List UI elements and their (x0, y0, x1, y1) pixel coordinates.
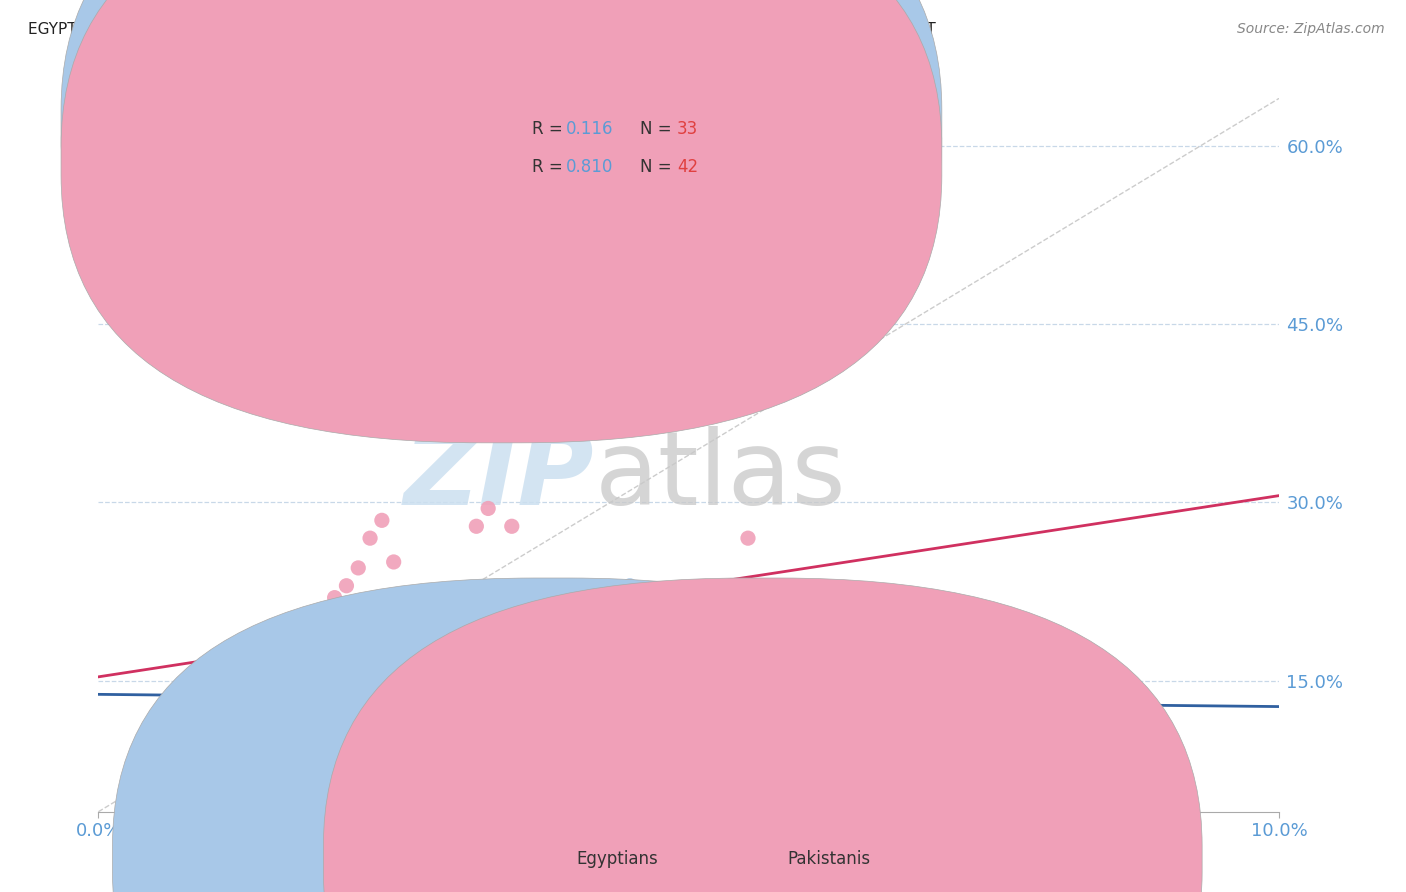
Text: 42: 42 (678, 158, 699, 176)
Text: Egyptians: Egyptians (576, 850, 658, 868)
Point (264, 722, 287, 736)
Point (430, 644, 453, 658)
Point (772, 680, 794, 694)
Point (772, 668, 794, 682)
Text: Source: ZipAtlas.com: Source: ZipAtlas.com (1237, 22, 1385, 37)
Point (157, 775, 180, 789)
Point (820, 733, 842, 747)
Point (501, 519, 523, 533)
Point (501, 638, 523, 652)
Text: R =: R = (533, 120, 568, 138)
Point (465, 698, 488, 712)
Point (181, 745, 204, 759)
Point (560, 591, 582, 605)
Text: ZIP: ZIP (404, 425, 595, 527)
Point (1008, 739, 1031, 754)
Point (1150, 751, 1173, 765)
Point (938, 668, 960, 682)
Point (855, 722, 877, 736)
Text: 0.810: 0.810 (565, 158, 613, 176)
Point (477, 501, 499, 516)
Point (973, 751, 995, 765)
Point (253, 698, 276, 712)
Point (323, 698, 346, 712)
Text: 0.116: 0.116 (565, 120, 613, 138)
Point (619, 365, 641, 379)
Point (288, 668, 311, 682)
Point (240, 709, 263, 723)
Point (796, 686, 818, 700)
Point (796, 680, 818, 694)
Point (382, 555, 405, 569)
Point (536, 383, 558, 397)
Point (406, 668, 429, 682)
Point (264, 680, 287, 694)
Point (678, 401, 700, 415)
Point (583, 258, 606, 272)
Point (146, 751, 169, 765)
Point (465, 519, 488, 533)
Point (299, 650, 322, 665)
Point (1091, 745, 1114, 759)
Point (371, 513, 394, 527)
Point (418, 691, 440, 706)
Point (394, 626, 416, 640)
Point (170, 739, 193, 754)
Point (359, 531, 381, 545)
Point (347, 709, 370, 723)
Point (205, 739, 228, 754)
Point (323, 591, 346, 605)
Point (347, 561, 370, 575)
Point (619, 579, 641, 593)
Point (229, 733, 252, 747)
Point (276, 686, 298, 700)
Point (229, 722, 252, 736)
Point (1126, 763, 1149, 777)
Point (418, 656, 440, 670)
Point (654, 597, 676, 611)
Point (678, 615, 700, 629)
Text: R =: R = (533, 158, 568, 176)
Text: N =: N = (640, 158, 676, 176)
Point (122, 793, 145, 807)
Text: N =: N = (640, 120, 676, 138)
Point (335, 579, 357, 593)
Point (312, 602, 335, 616)
Point (1056, 751, 1078, 765)
Text: Pakistanis: Pakistanis (787, 850, 870, 868)
Text: EGYPTIAN VS PAKISTANI UNEMPLOYMENT AMONG WOMEN WITH CHILDREN AGES 6 TO 17 YEARS : EGYPTIAN VS PAKISTANI UNEMPLOYMENT AMONG… (28, 22, 936, 37)
Point (737, 680, 759, 694)
Point (536, 620, 558, 634)
Point (855, 704, 877, 718)
Point (1032, 751, 1054, 765)
Text: 33: 33 (678, 120, 699, 138)
Point (914, 739, 936, 754)
Point (382, 722, 405, 736)
Point (146, 751, 169, 765)
Text: atlas: atlas (595, 425, 846, 527)
Point (737, 531, 759, 545)
Point (855, 602, 877, 616)
Point (299, 709, 322, 723)
Point (441, 686, 464, 700)
Point (194, 733, 217, 747)
Y-axis label: Unemployment Among Women with Children Ages 6 to 17 years: Unemployment Among Women with Children A… (0, 208, 7, 702)
Point (441, 638, 464, 652)
Point (973, 733, 995, 747)
Point (914, 668, 936, 682)
Point (453, 620, 475, 634)
Point (890, 704, 912, 718)
Point (205, 745, 228, 759)
Point (560, 245, 582, 260)
Point (181, 745, 204, 759)
